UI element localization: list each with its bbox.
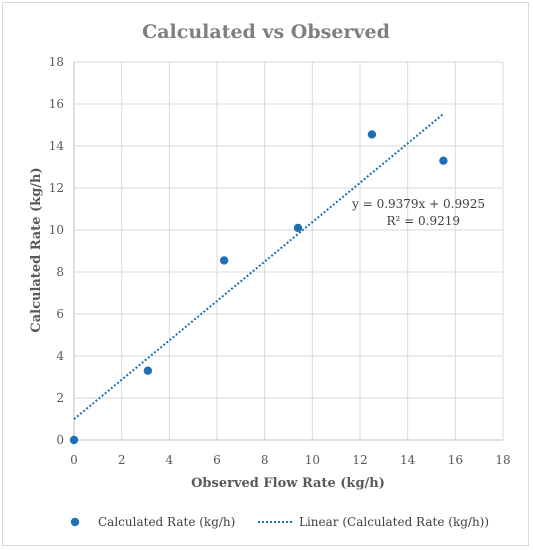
y-tick-label: 18 (49, 55, 64, 69)
y-tick-label: 16 (49, 97, 64, 111)
trendline-r-squared: R² = 0.9219 (386, 214, 460, 228)
x-tick-labels: 0 2 4 6 8 10 12 14 16 18 (70, 453, 510, 467)
trendline (73, 113, 445, 420)
y-tick-label: 10 (49, 223, 64, 237)
y-axis-label: Calculated Rate (kg/h) (29, 167, 44, 332)
data-point (293, 223, 303, 233)
y-tick-label: 2 (56, 391, 64, 405)
data-point (367, 130, 377, 139)
x-tick-label: 10 (305, 453, 320, 467)
y-tick-label: 6 (56, 307, 64, 321)
data-point (439, 156, 448, 165)
x-tick-label: 2 (118, 453, 126, 467)
x-tick-label: 0 (70, 453, 78, 467)
y-tick-label: 0 (56, 433, 64, 447)
gridlines (74, 61, 504, 440)
y-tick-label: 14 (49, 139, 65, 153)
legend: Calculated Rate (kg/h) Linear (Calculate… (70, 515, 489, 529)
x-tick-label: 14 (400, 453, 416, 467)
chart-title: Calculated vs Observed (142, 21, 390, 43)
legend-label-calculated: Calculated Rate (kg/h) (98, 515, 235, 529)
x-tick-label: 16 (448, 453, 463, 467)
x-tick-label: 6 (213, 453, 221, 467)
y-tick-labels: 0 2 4 6 8 10 12 14 16 18 (49, 55, 65, 447)
chart-frame (2, 2, 529, 546)
data-points (69, 130, 448, 445)
data-point (69, 435, 79, 445)
data-point (219, 256, 229, 265)
data-point (143, 366, 153, 375)
x-tick-label: 18 (495, 453, 510, 467)
trendline-group (73, 113, 445, 420)
y-tick-label: 4 (56, 349, 64, 363)
trendline-equation: y = 0.9379x + 0.9925 (351, 197, 485, 211)
legend-label-trendline: Linear (Calculated Rate (kg/h)) (299, 515, 489, 529)
axes (73, 62, 503, 441)
x-tick-label: 8 (261, 453, 269, 467)
x-axis-label: Observed Flow Rate (kg/h) (191, 476, 385, 491)
x-tick-label: 4 (166, 453, 174, 467)
x-tick-label: 12 (352, 453, 367, 467)
y-tick-label: 12 (49, 181, 64, 195)
y-tick-label: 8 (56, 265, 64, 279)
legend-marker-calculated (70, 517, 80, 527)
